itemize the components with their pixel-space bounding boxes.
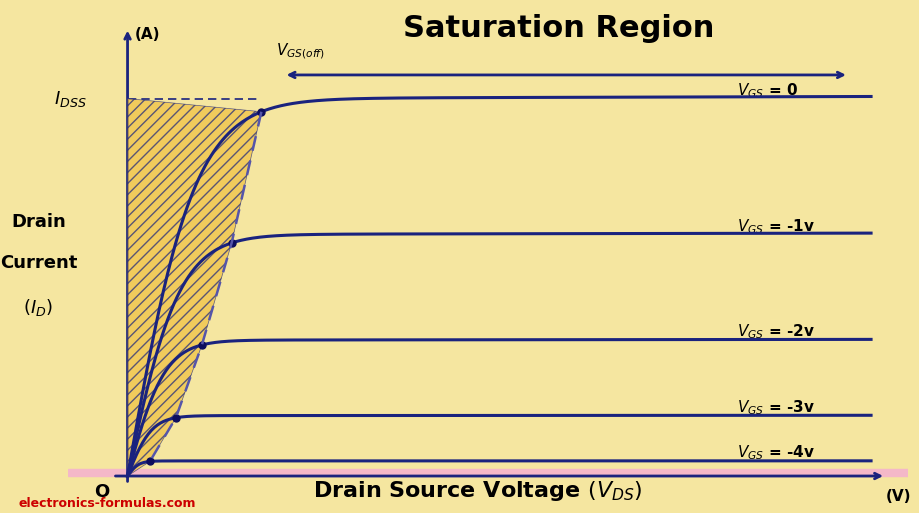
Polygon shape [128,98,261,476]
Text: Current: Current [0,253,77,272]
Text: (V): (V) [886,489,912,504]
Text: $V_{GS}$ = 0: $V_{GS}$ = 0 [737,81,799,100]
Bar [68,468,908,476]
Text: $(I_D)$: $(I_D)$ [23,298,53,318]
Text: Saturation Region: Saturation Region [403,14,714,43]
Text: $V_{GS}$ = -1v: $V_{GS}$ = -1v [737,217,815,235]
Text: electronics-formulas.com: electronics-formulas.com [18,498,196,510]
Text: Drain: Drain [11,212,65,231]
Text: $I_{DSS}$: $I_{DSS}$ [54,89,86,109]
Text: (A): (A) [135,27,161,42]
Text: $V_{GS}$ = -4v: $V_{GS}$ = -4v [737,443,815,462]
Text: $V_{GS(off)}$: $V_{GS(off)}$ [277,41,325,61]
Text: $V_{GS}$ = -2v: $V_{GS}$ = -2v [737,323,815,341]
Text: O: O [94,483,109,501]
Text: $V_{GS}$ = -3v: $V_{GS}$ = -3v [737,398,815,417]
Text: Drain Source Voltage $(V_{DS})$: Drain Source Voltage $(V_{DS})$ [313,479,642,503]
